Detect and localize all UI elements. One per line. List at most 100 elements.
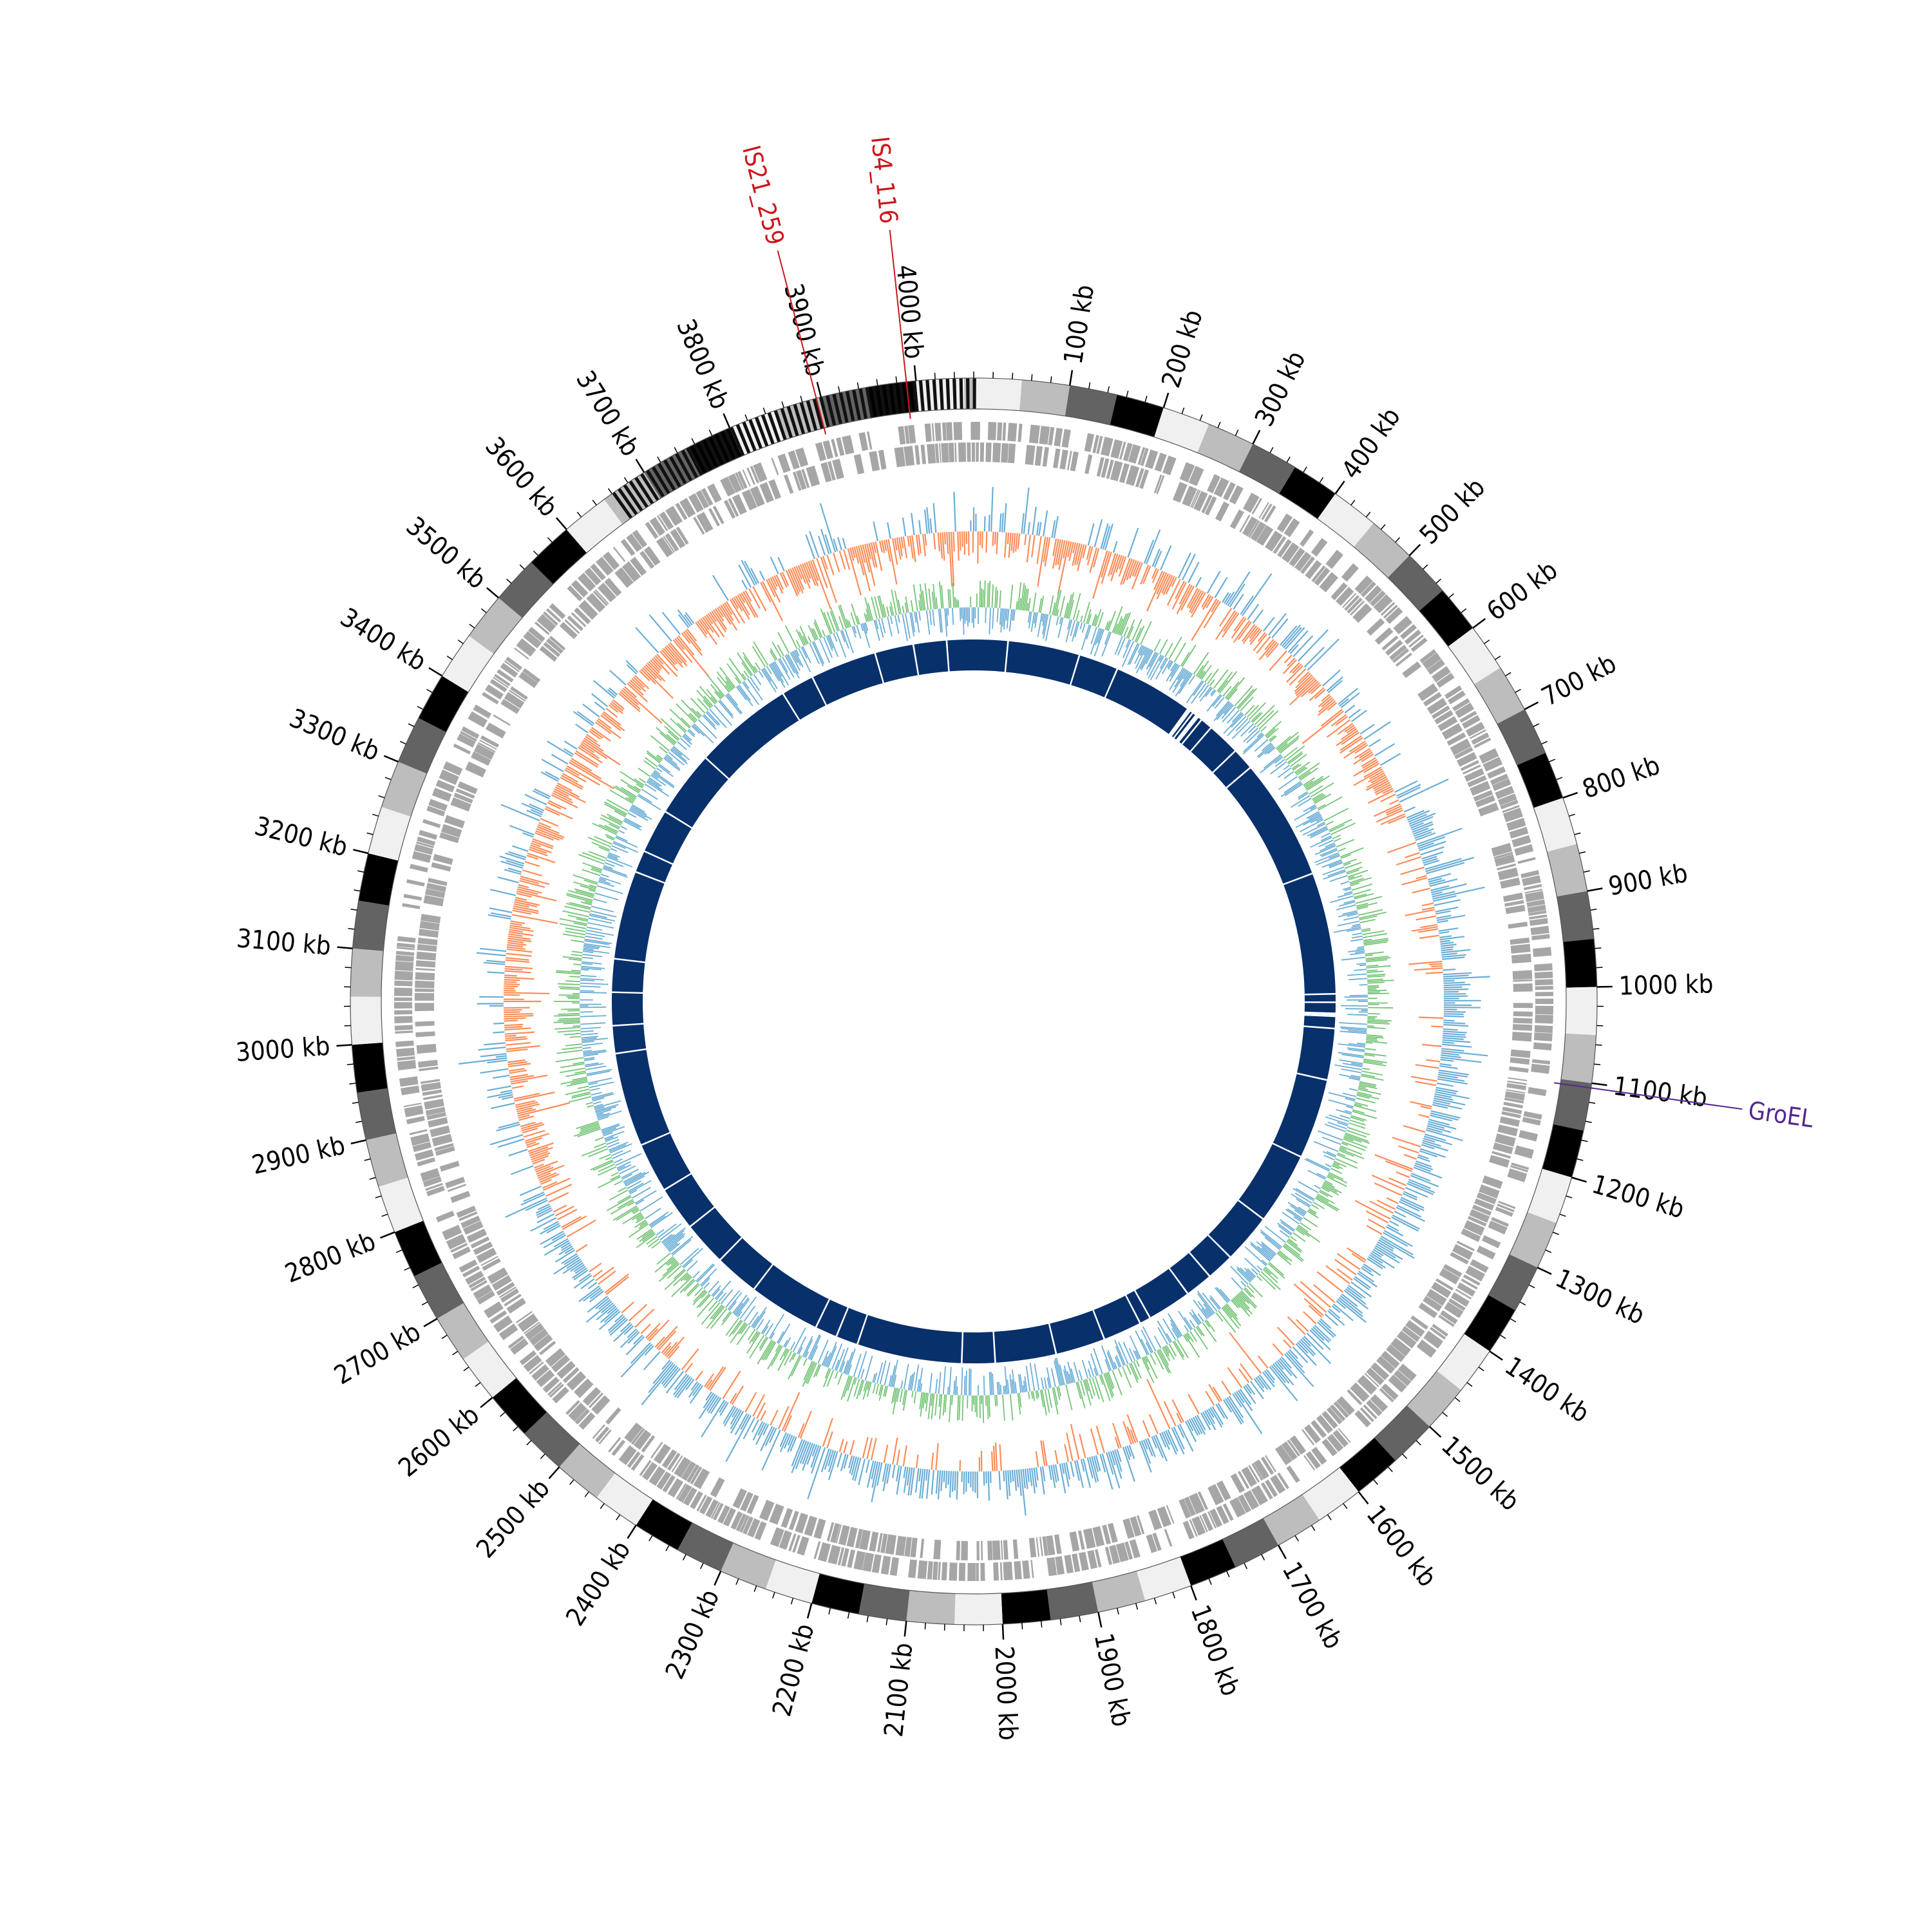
gene-block [1302,1429,1315,1446]
gene-block [493,676,509,688]
gene-block [750,466,759,484]
gene-block [1327,1434,1344,1452]
gene-block [1341,563,1359,582]
gene-block [1145,449,1159,469]
gene-block [641,1462,658,1481]
gene-block [1331,582,1348,601]
gene-block [728,498,739,517]
gene-block [1007,443,1016,464]
gene-block [573,1378,594,1398]
gene-block [1452,1244,1473,1260]
minor-tick [744,414,748,421]
gene-block [1237,1471,1250,1490]
gene-block [706,483,722,503]
ideogram-band [1046,1582,1099,1620]
gene-block [611,1439,626,1456]
gene-block [534,621,550,636]
gene-block [1534,1025,1553,1034]
ideogram-band [1553,1079,1592,1131]
gene-block [539,1340,556,1356]
gene-block [746,467,755,485]
gene-block [842,435,855,455]
gene-block [414,844,433,855]
gene-block [1394,1369,1412,1387]
gene-block [462,1265,480,1278]
gene-block [1381,1350,1400,1368]
gene-block [1431,705,1450,719]
ideogram-stripe [786,406,799,437]
gene-block [493,714,511,726]
gene-block [1053,448,1061,469]
minor-tick [790,1598,794,1605]
gene-block [781,1508,793,1528]
gene-block [549,636,566,650]
gene-block [1408,634,1424,648]
gene-block [838,1525,850,1546]
gene-block [574,607,591,625]
ideogram-stripe [939,379,944,410]
gene-block [917,1560,928,1579]
gene-block [450,1242,468,1253]
gc-content-high [553,580,1394,1423]
gene-block [1321,1438,1338,1457]
gene-block [586,592,606,613]
gene-block [1535,992,1553,997]
ideogram-band [1488,1254,1538,1311]
minor-tick [480,608,487,614]
minor-tick [1199,414,1203,421]
ideogram-band [1509,1212,1557,1268]
gc-skew-positive [503,531,1444,1472]
gene-block [1439,1268,1460,1285]
ideogram-stripe [819,396,830,428]
gene-block [465,1271,484,1285]
gene-block [1450,1252,1469,1265]
ideogram-band [1547,844,1587,897]
ideogram-band [1019,379,1070,416]
ideogram-stripe [838,392,849,423]
gene-block [1066,451,1072,471]
coverage-gap [1177,716,1199,743]
gene-block [797,1536,810,1556]
gene-block [1432,666,1451,683]
minor-tick [1423,564,1428,570]
gene-block [958,1562,966,1581]
minor-tick [1581,1139,1588,1142]
minor-tick [857,382,860,389]
gene-block [500,663,518,678]
gene-block [737,471,748,489]
gene-block [556,1361,576,1379]
gene-block [1213,477,1229,498]
gene-block [1311,565,1326,583]
gene-block [477,1291,495,1305]
gc-skew-track [458,487,1490,1516]
ideogram-stripe [812,398,824,430]
minor-tick [1050,376,1052,383]
tick-label: 900 kb [1606,858,1690,902]
gene-block [1444,685,1463,699]
gene-block [980,442,985,462]
gene-block [908,1559,917,1578]
gene-block [565,1400,580,1415]
gene-block [769,1503,784,1525]
coverage-gap [856,1314,869,1345]
gene-block [1451,1292,1470,1307]
gene-block [1182,1520,1195,1540]
gene-block [1209,1508,1223,1528]
gene-block [633,1430,652,1450]
coverage-gap [1225,766,1251,789]
gene-block [1184,1496,1197,1517]
gene-block [1423,692,1442,707]
gene-block [493,1315,513,1332]
gene-block [1511,1162,1530,1170]
gene-block [1260,1482,1273,1500]
gene-block [1476,1245,1496,1260]
gene-block [1535,1005,1553,1015]
gene-block [894,446,906,468]
gene-block [667,1478,683,1498]
coverage-gap [835,1307,849,1338]
gene-block [832,459,844,480]
gene-block [768,479,781,500]
ideogram-stripe [966,378,970,410]
coverage-gap [1303,1001,1336,1003]
